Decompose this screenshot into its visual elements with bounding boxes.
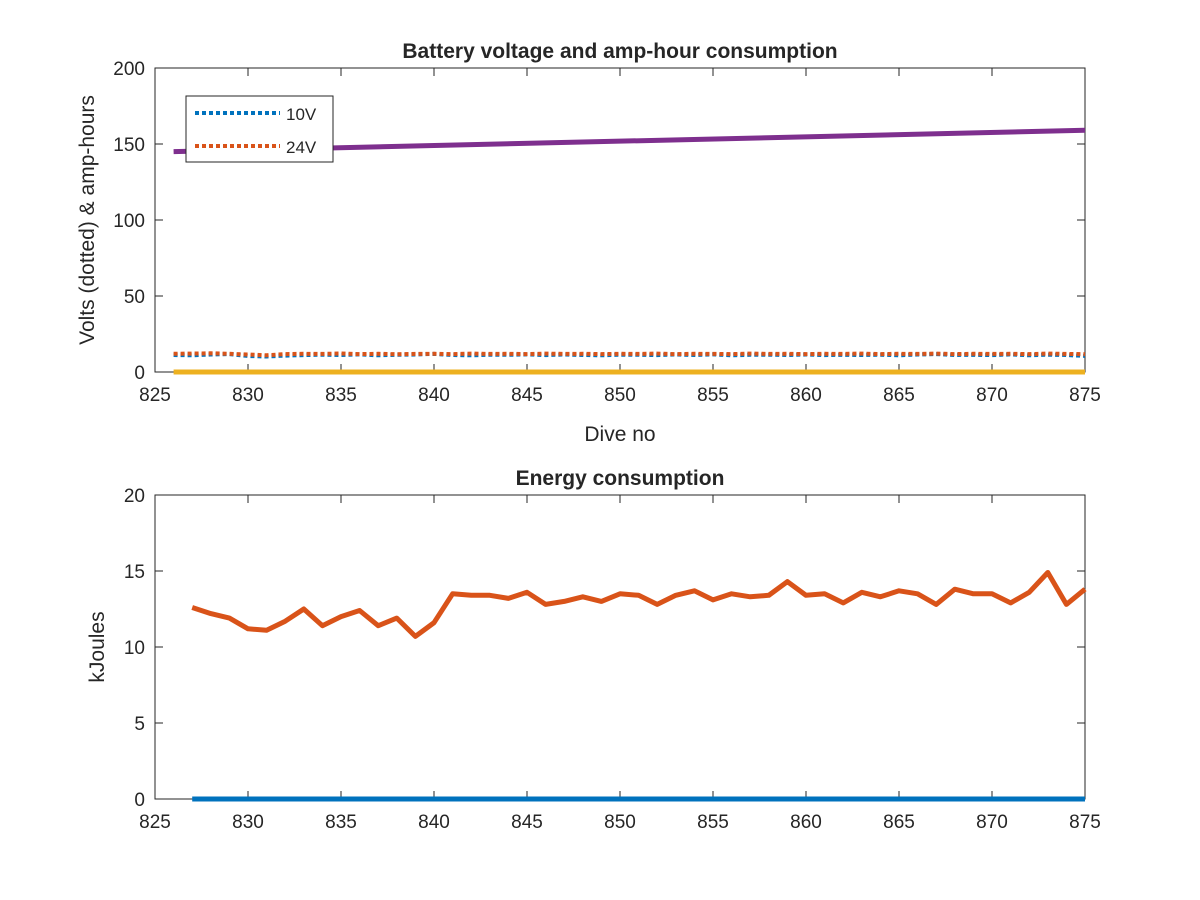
energy-series-line-0 <box>191 570 1087 639</box>
energy-x-tick-label: 825 <box>139 812 171 833</box>
energy-x-tick-label: 850 <box>604 812 636 833</box>
energy-x-tick-label: 870 <box>976 812 1008 833</box>
voltage-series-line-1 <box>173 351 1086 358</box>
voltage-x-tick-label: 865 <box>883 385 915 406</box>
energy-y-tick-label: 10 <box>124 638 145 659</box>
energy-chart-plot-area <box>191 570 1087 802</box>
voltage-chart-legend: 10V 24V <box>185 95 334 163</box>
energy-y-tick-label: 20 <box>124 486 145 507</box>
energy-x-tick-label: 855 <box>697 812 729 833</box>
energy-x-tick-label: 835 <box>325 812 357 833</box>
voltage-x-tick-label: 875 <box>1069 385 1101 406</box>
voltage-y-tick-label: 100 <box>113 211 145 232</box>
voltage-y-tick-label: 50 <box>124 287 145 308</box>
energy-y-tick-label: 0 <box>134 790 145 811</box>
energy-chart-title: Energy consumption <box>516 467 725 490</box>
energy-x-tick-label: 860 <box>790 812 822 833</box>
voltage-chart-axes: 825 830 835 840 845 850 855 860 865 870 875 0 50 100 1… <box>113 59 1101 406</box>
energy-chart: 825 830 835 840 845 850 855 860 865 870 875 0 5 10 15 2… <box>86 467 1101 833</box>
voltage-y-tick-label: 0 <box>134 363 145 384</box>
voltage-x-tick-label: 825 <box>139 385 171 406</box>
voltage-chart-y-axis-label: Volts (dotted) & amp-hours <box>76 95 99 345</box>
voltage-x-tick-label: 835 <box>325 385 357 406</box>
voltage-x-tick-label: 870 <box>976 385 1008 406</box>
legend-box <box>185 95 334 163</box>
voltage-chart-x-axis-label: Dive no <box>584 423 655 446</box>
energy-x-tick-label: 845 <box>511 812 543 833</box>
voltage-y-tick-label: 150 <box>113 135 145 156</box>
energy-chart-axes: 825 830 835 840 845 850 855 860 865 870 875 0 5 10 15 2… <box>124 486 1101 833</box>
voltage-y-tick-label: 200 <box>113 59 145 80</box>
energy-x-tick-label: 875 <box>1069 812 1101 833</box>
voltage-x-tick-label: 845 <box>511 385 543 406</box>
voltage-x-tick-label: 830 <box>232 385 264 406</box>
voltage-x-tick-label: 860 <box>790 385 822 406</box>
energy-x-tick-label: 865 <box>883 812 915 833</box>
legend-label-24v: 24V <box>286 138 317 157</box>
energy-x-tick-label: 830 <box>232 812 264 833</box>
energy-x-tick-label: 840 <box>418 812 450 833</box>
voltage-chart: 825 830 835 840 845 850 855 860 865 870 875 0 50 100 1… <box>76 40 1101 446</box>
voltage-x-tick-label: 850 <box>604 385 636 406</box>
legend-label-10v: 10V <box>286 105 317 124</box>
energy-y-tick-label: 5 <box>134 714 145 735</box>
energy-y-tick-label: 15 <box>124 562 145 583</box>
voltage-chart-title: Battery voltage and amp-hour consumption <box>402 40 837 63</box>
voltage-x-tick-label: 840 <box>418 385 450 406</box>
energy-chart-y-axis-label: kJoules <box>86 611 109 682</box>
voltage-x-tick-label: 855 <box>697 385 729 406</box>
